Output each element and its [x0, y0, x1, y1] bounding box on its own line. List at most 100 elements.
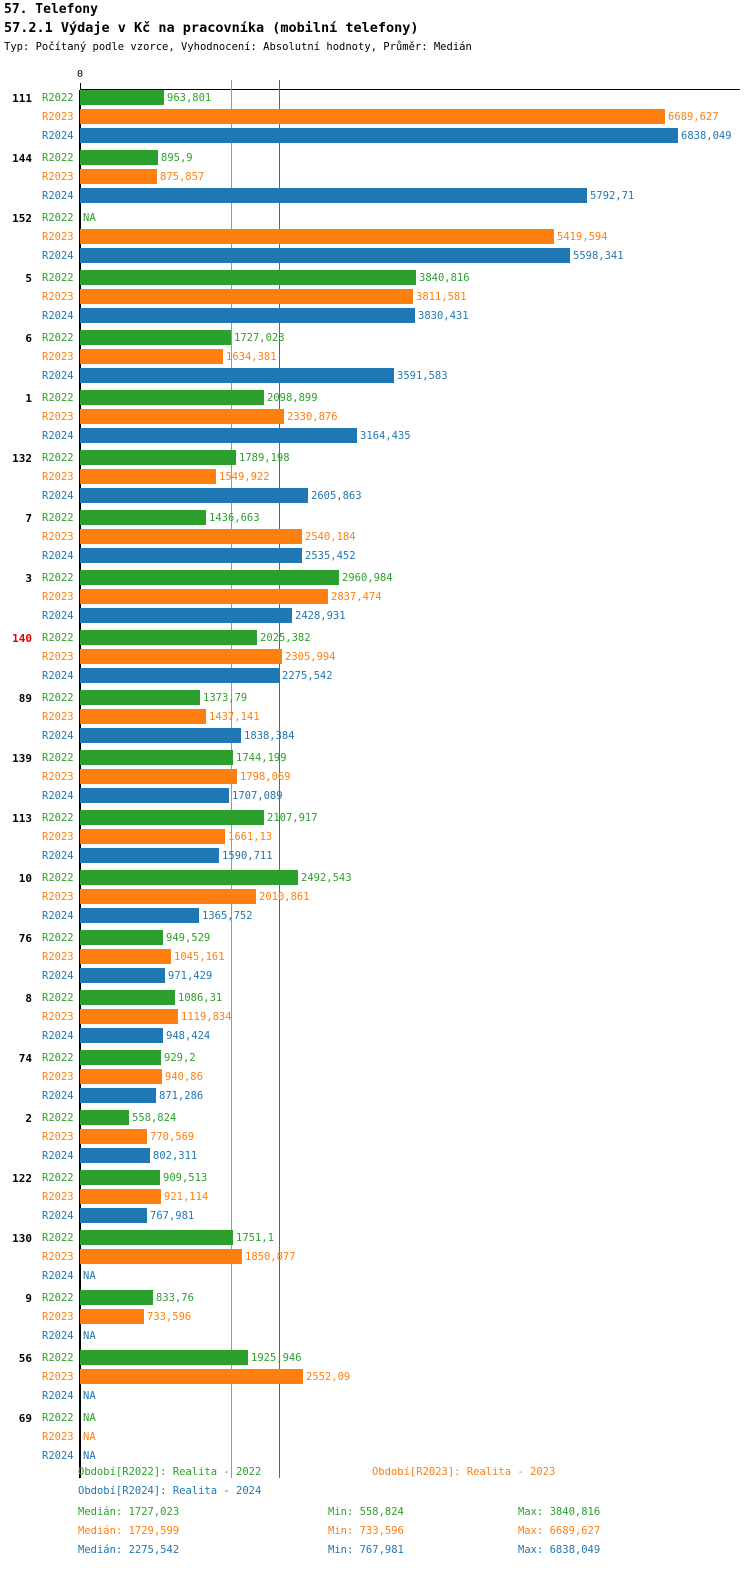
bar-r2024-8[interactable]	[80, 1028, 163, 1043]
series-label-r2022: R2022	[42, 692, 74, 704]
series-label-r2024: R2024	[42, 1150, 74, 1162]
series-label-r2024: R2024	[42, 370, 74, 382]
bar-r2022-6[interactable]	[80, 330, 231, 345]
series-label-r2022: R2022	[42, 572, 74, 584]
bar-r2022-56[interactable]	[80, 1350, 248, 1365]
bar-r2023-3[interactable]	[80, 589, 328, 604]
bar-r2022-130[interactable]	[80, 1230, 233, 1245]
bar-r2022-139[interactable]	[80, 750, 233, 765]
bar-r2023-132[interactable]	[80, 469, 216, 484]
median-reference-line-2	[279, 80, 280, 1478]
bar-r2023-111[interactable]	[80, 109, 665, 124]
bar-value-label: 767,981	[150, 1210, 195, 1222]
bar-r2024-6[interactable]	[80, 368, 394, 383]
bar-value-label: 833,76	[156, 1292, 194, 1304]
bar-r2024-2[interactable]	[80, 1148, 150, 1163]
bar-r2024-132[interactable]	[80, 488, 308, 503]
bar-value-label: 971,429	[168, 970, 213, 982]
bar-r2022-8[interactable]	[80, 990, 175, 1005]
bar-r2022-2[interactable]	[80, 1110, 129, 1125]
bar-r2024-140[interactable]	[80, 668, 279, 683]
bar-r2023-152[interactable]	[80, 229, 554, 244]
bar-value-label: 895,9	[161, 152, 193, 164]
group-label-89: 89	[18, 692, 32, 705]
bar-r2023-1[interactable]	[80, 409, 284, 424]
bar-r2023-130[interactable]	[80, 1249, 242, 1264]
series-label-r2024: R2024	[42, 1390, 74, 1402]
bar-r2024-113[interactable]	[80, 848, 219, 863]
bar-r2023-74[interactable]	[80, 1069, 162, 1084]
bar-r2024-74[interactable]	[80, 1088, 156, 1103]
bar-r2022-144[interactable]	[80, 150, 158, 165]
bar-r2023-76[interactable]	[80, 949, 171, 964]
bar-r2023-144[interactable]	[80, 169, 157, 184]
bar-r2024-10[interactable]	[80, 908, 199, 923]
bar-r2023-113[interactable]	[80, 829, 225, 844]
bar-value-label: 6838,049	[681, 130, 732, 142]
chart-title: 57.2.1 Výdaje v Kč na pracovníka (mobiln…	[4, 20, 419, 36]
bar-r2023-5[interactable]	[80, 289, 413, 304]
bar-r2023-2[interactable]	[80, 1129, 147, 1144]
series-label-r2023: R2023	[42, 771, 74, 783]
bar-r2022-89[interactable]	[80, 690, 200, 705]
bar-r2024-89[interactable]	[80, 728, 241, 743]
group-label-1: 1	[25, 392, 32, 405]
bar-r2024-1[interactable]	[80, 428, 357, 443]
bar-r2022-140[interactable]	[80, 630, 257, 645]
bar-value-label: 1838,384	[244, 730, 295, 742]
bar-r2023-10[interactable]	[80, 889, 256, 904]
bar-r2023-122[interactable]	[80, 1189, 161, 1204]
bar-r2023-140[interactable]	[80, 649, 282, 664]
series-label-r2022: R2022	[42, 992, 74, 1004]
bar-value-label: 2492,543	[301, 872, 352, 884]
bar-value-label: 2107,917	[267, 812, 318, 824]
bar-value-label: 5792,71	[590, 190, 635, 202]
bar-r2022-5[interactable]	[80, 270, 416, 285]
bar-r2024-139[interactable]	[80, 788, 229, 803]
bar-r2022-132[interactable]	[80, 450, 236, 465]
series-label-r2024: R2024	[42, 1330, 74, 1342]
bar-r2022-76[interactable]	[80, 930, 163, 945]
bar-r2024-76[interactable]	[80, 968, 165, 983]
bar-r2022-10[interactable]	[80, 870, 298, 885]
bar-value-label: 1119,834	[181, 1011, 232, 1023]
y-axis-zero-line	[79, 90, 81, 1478]
bar-r2023-8[interactable]	[80, 1009, 178, 1024]
bar-na-label: NA	[83, 1450, 96, 1462]
bar-r2024-3[interactable]	[80, 608, 292, 623]
bar-value-label: 2837,474	[331, 591, 382, 603]
bar-r2023-9[interactable]	[80, 1309, 144, 1324]
series-label-r2022: R2022	[42, 152, 74, 164]
bar-r2022-3[interactable]	[80, 570, 339, 585]
bar-r2024-144[interactable]	[80, 188, 587, 203]
bar-r2023-139[interactable]	[80, 769, 237, 784]
bar-r2023-7[interactable]	[80, 529, 302, 544]
series-label-r2023: R2023	[42, 111, 74, 123]
bar-r2024-152[interactable]	[80, 248, 570, 263]
bar-r2022-74[interactable]	[80, 1050, 161, 1065]
bar-r2024-122[interactable]	[80, 1208, 147, 1223]
series-label-r2024: R2024	[42, 550, 74, 562]
group-label-7: 7	[25, 512, 32, 525]
bar-r2024-5[interactable]	[80, 308, 415, 323]
bar-r2022-113[interactable]	[80, 810, 264, 825]
bar-r2023-89[interactable]	[80, 709, 206, 724]
series-label-r2024: R2024	[42, 490, 74, 502]
bar-r2024-111[interactable]	[80, 128, 678, 143]
bar-r2022-111[interactable]	[80, 90, 164, 105]
bar-r2023-6[interactable]	[80, 349, 223, 364]
bar-r2024-7[interactable]	[80, 548, 302, 563]
bar-r2023-56[interactable]	[80, 1369, 303, 1384]
bar-r2022-122[interactable]	[80, 1170, 160, 1185]
bar-value-label: 2960,984	[342, 572, 393, 584]
bar-value-label: 1751,1	[236, 1232, 274, 1244]
bar-value-label: 2552,09	[306, 1371, 351, 1383]
bar-r2022-1[interactable]	[80, 390, 264, 405]
bar-r2022-7[interactable]	[80, 510, 206, 525]
bar-value-label: 733,596	[147, 1311, 192, 1323]
series-label-r2023: R2023	[42, 1071, 74, 1083]
series-label-r2023: R2023	[42, 591, 74, 603]
chart-subtitle: Typ: Počítaný podle vzorce, Vyhodnocení:…	[4, 41, 472, 53]
bar-r2022-9[interactable]	[80, 1290, 153, 1305]
bar-value-label: 1634,381	[226, 351, 277, 363]
